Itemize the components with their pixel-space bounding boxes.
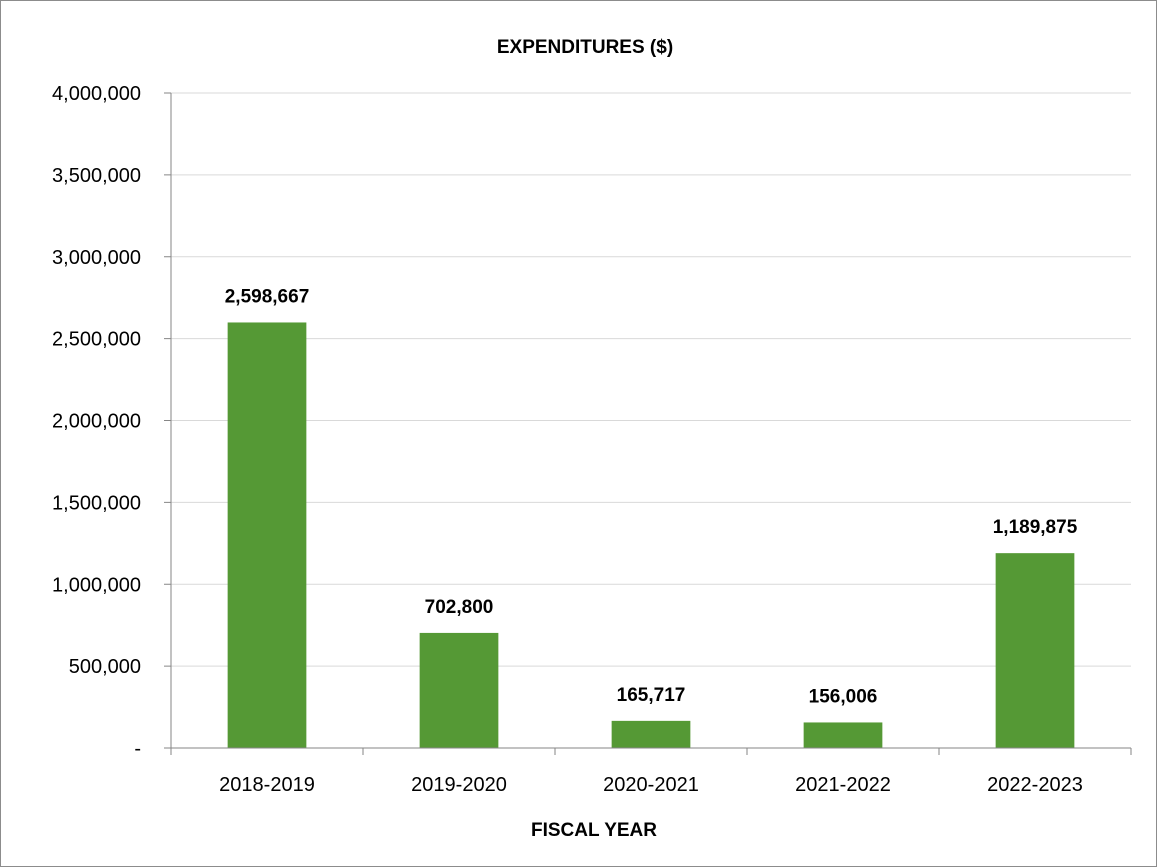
axes <box>164 92 1132 755</box>
data-label: 1,189,875 <box>993 517 1078 538</box>
y-tick-label: 1,000,000 <box>52 574 141 596</box>
y-tick-label: 1,500,000 <box>52 492 141 514</box>
data-label: 2,598,667 <box>225 286 310 307</box>
y-tick-label: - <box>134 738 141 760</box>
y-tick-label: 500,000 <box>69 656 141 678</box>
x-tick-label: 2018-2019 <box>219 774 315 796</box>
y-tick-label: 2,000,000 <box>52 411 141 433</box>
bar <box>611 720 691 748</box>
bar <box>803 722 883 748</box>
gridlines <box>171 92 1131 667</box>
data-label: 702,800 <box>425 597 494 618</box>
y-tick-label: 3,500,000 <box>52 165 141 187</box>
data-label: 156,006 <box>809 686 878 707</box>
y-tick-label: 2,500,000 <box>52 329 141 351</box>
y-tick-label: 3,000,000 <box>52 247 141 269</box>
x-tick-label: 2021-2022 <box>795 774 891 796</box>
x-axis-title: FISCAL YEAR <box>531 820 657 841</box>
x-tick-label: 2019-2020 <box>411 774 507 796</box>
bar <box>995 553 1075 748</box>
labels: - 500,000 1,000,000 1,500,000 2,000,000 2,500… <box>52 83 1083 796</box>
data-label: 165,717 <box>617 685 686 706</box>
bars <box>227 322 1075 748</box>
bar <box>419 632 499 748</box>
x-tick-label: 2022-2023 <box>987 774 1083 796</box>
x-tick-label: 2020-2021 <box>603 774 699 796</box>
y-tick-label: 4,000,000 <box>52 83 141 105</box>
bar <box>227 322 307 748</box>
chart-title: EXPENDITURES ($) <box>497 37 673 58</box>
